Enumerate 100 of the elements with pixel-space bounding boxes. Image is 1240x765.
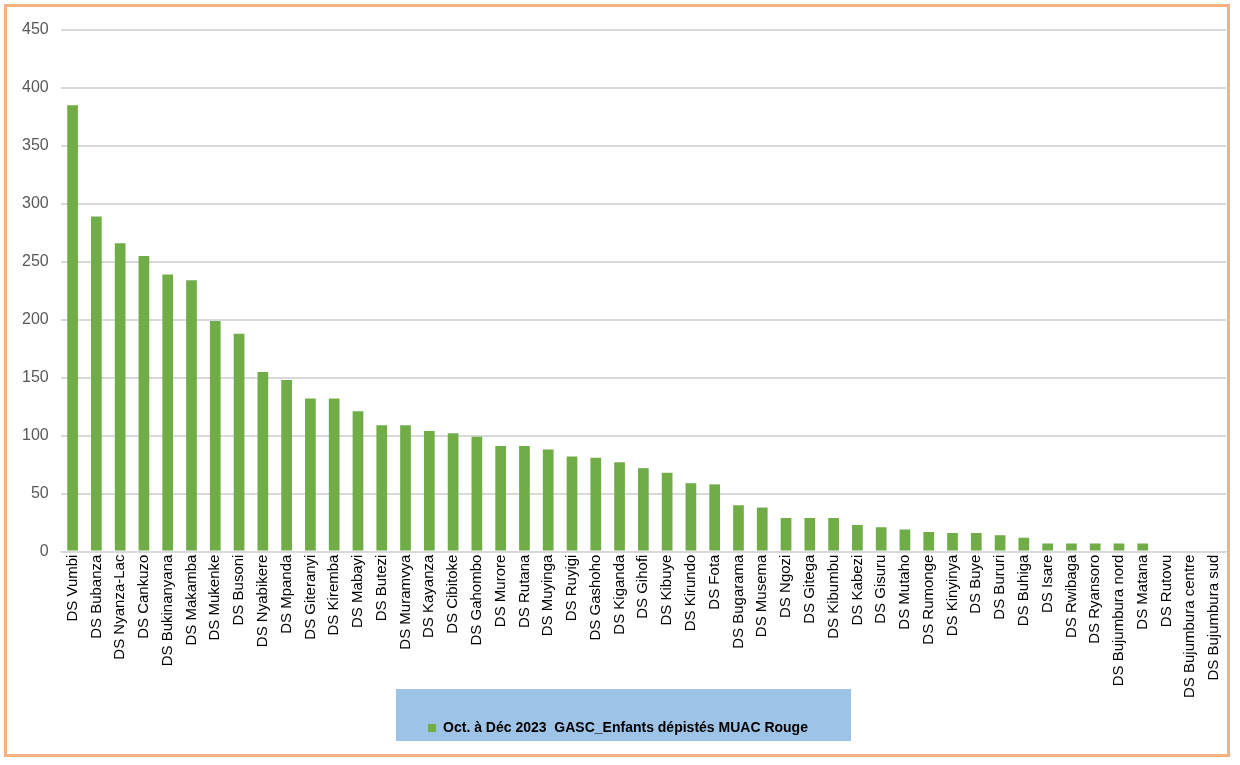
x-tick-label: DS Butezi	[371, 554, 389, 622]
y-tick-label: 350	[21, 136, 49, 154]
x-tick-label: DS Ngozi	[776, 554, 794, 618]
bar	[733, 505, 744, 551]
x-tick-label: DS Ruyigi	[562, 554, 580, 622]
x-tick-label: DS Kayanza	[419, 553, 437, 638]
x-tick-label: DS Kibuye	[657, 554, 675, 626]
x-tick-label: DS Gitega	[799, 553, 817, 624]
x-tick-label: DS Ryansoro	[1085, 554, 1103, 644]
bar	[947, 533, 958, 551]
bar	[590, 457, 602, 551]
x-tick-label: DS Busoni	[229, 554, 247, 626]
x-tick-label: DS Mutaho	[895, 554, 913, 630]
x-tick-label: DS Kirundo	[681, 554, 699, 632]
x-tick-label: DS Musema	[752, 553, 770, 638]
x-tick-label: DS Buhiga	[1014, 553, 1031, 627]
x-tick-label: DS Giteranyi	[300, 554, 318, 640]
bar	[328, 398, 340, 551]
bar	[281, 380, 292, 551]
bar	[899, 529, 911, 551]
bar	[1137, 543, 1149, 551]
x-tick-label: DS Kibumbu	[823, 554, 841, 639]
x-tick-label: DS Gisuru	[871, 554, 889, 624]
y-tick-label: 100	[21, 426, 49, 444]
bar	[1113, 543, 1125, 551]
x-tick-label: DS Bururi	[990, 554, 1008, 620]
bar	[352, 411, 364, 551]
x-tick-label: DS Kinyinya	[942, 553, 960, 637]
x-tick-label: DS Rwibaga	[1061, 553, 1079, 638]
bar	[875, 527, 887, 551]
x-tick-label: DS Bujumbura sud	[1204, 554, 1222, 681]
x-tick-label: DS Gashoho	[585, 554, 603, 641]
bar	[67, 105, 78, 551]
bar	[923, 531, 935, 551]
x-tick-label: DS Vumbi	[62, 554, 80, 622]
x-tick-label: DS Nyabikere	[252, 554, 270, 648]
x-tick-label: DS Rumonge	[918, 554, 936, 645]
x-tick-label: DS Gahombo	[467, 554, 485, 646]
x-tick-label: DS Gihofi	[633, 554, 651, 619]
bar	[1042, 543, 1053, 551]
x-tick-label: DS Mabayi	[348, 554, 366, 628]
x-tick-label: DS Isare	[1037, 554, 1055, 613]
bar	[566, 456, 578, 551]
bar	[376, 425, 388, 551]
bar	[828, 517, 839, 551]
bar	[756, 507, 768, 551]
x-tick-label: DS Kiremba	[324, 553, 342, 636]
bar	[519, 446, 530, 551]
x-tick-label: DS Murore	[490, 554, 508, 628]
x-tick-label: DS Bukinanyana	[157, 553, 175, 667]
bar	[638, 468, 649, 551]
bar	[209, 320, 221, 551]
y-tick-label: 300	[21, 194, 49, 212]
bar	[661, 472, 673, 551]
bar	[685, 483, 697, 551]
x-tick-label: DS Fota	[704, 553, 722, 610]
y-tick-label: 400	[21, 78, 49, 96]
x-tick-label: DS Cankuzo	[134, 554, 152, 639]
bar	[162, 274, 174, 551]
x-tick-label: DS Nyanza-Lac	[110, 554, 128, 660]
bar	[709, 484, 721, 551]
bar	[91, 216, 102, 551]
x-tick-label: DS Cibitoke	[443, 554, 461, 634]
y-tick-label: 250	[21, 252, 49, 270]
x-tick-label: DS Rutana	[514, 553, 532, 628]
bar	[400, 425, 411, 551]
bar	[305, 398, 316, 551]
x-tick-label: DS Matana	[1132, 553, 1150, 630]
bar	[1018, 537, 1030, 551]
x-tick-label: DS Makamba	[181, 553, 199, 646]
x-tick-label: DS Muyinga	[538, 553, 556, 637]
bar	[994, 535, 1006, 551]
y-tick-label: 200	[21, 310, 49, 328]
bar	[233, 333, 245, 551]
x-tick-label: DS Mpanda	[276, 553, 294, 634]
bar	[780, 517, 792, 551]
y-tick-label: 450	[21, 20, 49, 38]
y-tick-label: 50	[30, 484, 49, 502]
bar	[495, 446, 507, 551]
bar	[471, 436, 483, 551]
bar	[804, 517, 816, 551]
x-tick-label: DS Rutovu	[1156, 554, 1174, 628]
x-tick-label: DS Bubanza	[86, 553, 104, 639]
x-tick-label: DS Muramvya	[395, 553, 413, 650]
bar	[614, 462, 625, 551]
y-tick-label: 0	[39, 542, 49, 560]
x-tick-label: DS Kabezi	[847, 554, 865, 626]
bar	[970, 533, 982, 551]
bar	[447, 433, 459, 551]
bar	[114, 243, 126, 551]
bar	[423, 431, 435, 551]
bar	[257, 371, 269, 551]
bar	[542, 449, 554, 551]
bar	[138, 256, 150, 551]
x-tick-label: DS Bujumbura nord	[1109, 554, 1127, 687]
bar	[186, 280, 197, 551]
x-tick-label: DS Bujumbura centre	[1180, 554, 1198, 699]
x-tick-label: DS Bugarama	[728, 553, 746, 649]
bar	[1089, 543, 1101, 551]
x-tick-label: DS Kiganda	[609, 553, 627, 635]
